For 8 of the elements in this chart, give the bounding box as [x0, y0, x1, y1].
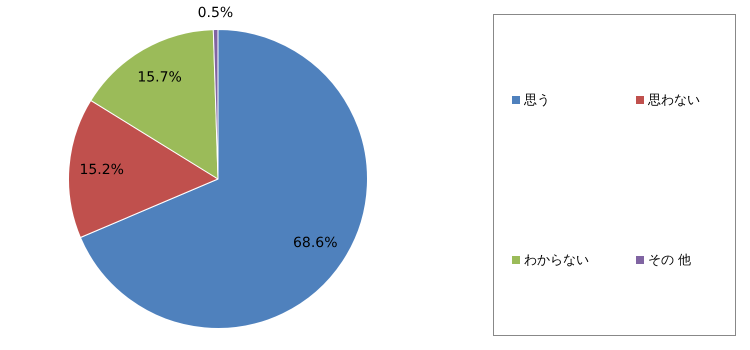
legend-label: 思わない	[648, 92, 700, 109]
data-label: 15.7%	[137, 70, 182, 86]
legend-label: わからない	[524, 252, 589, 269]
data-label: 15.2%	[79, 162, 124, 178]
legend-label: 思う	[524, 92, 550, 109]
data-label: 0.5%	[198, 5, 234, 22]
data-label: 68.6%	[293, 234, 338, 251]
legend-label: その 他	[648, 252, 692, 269]
